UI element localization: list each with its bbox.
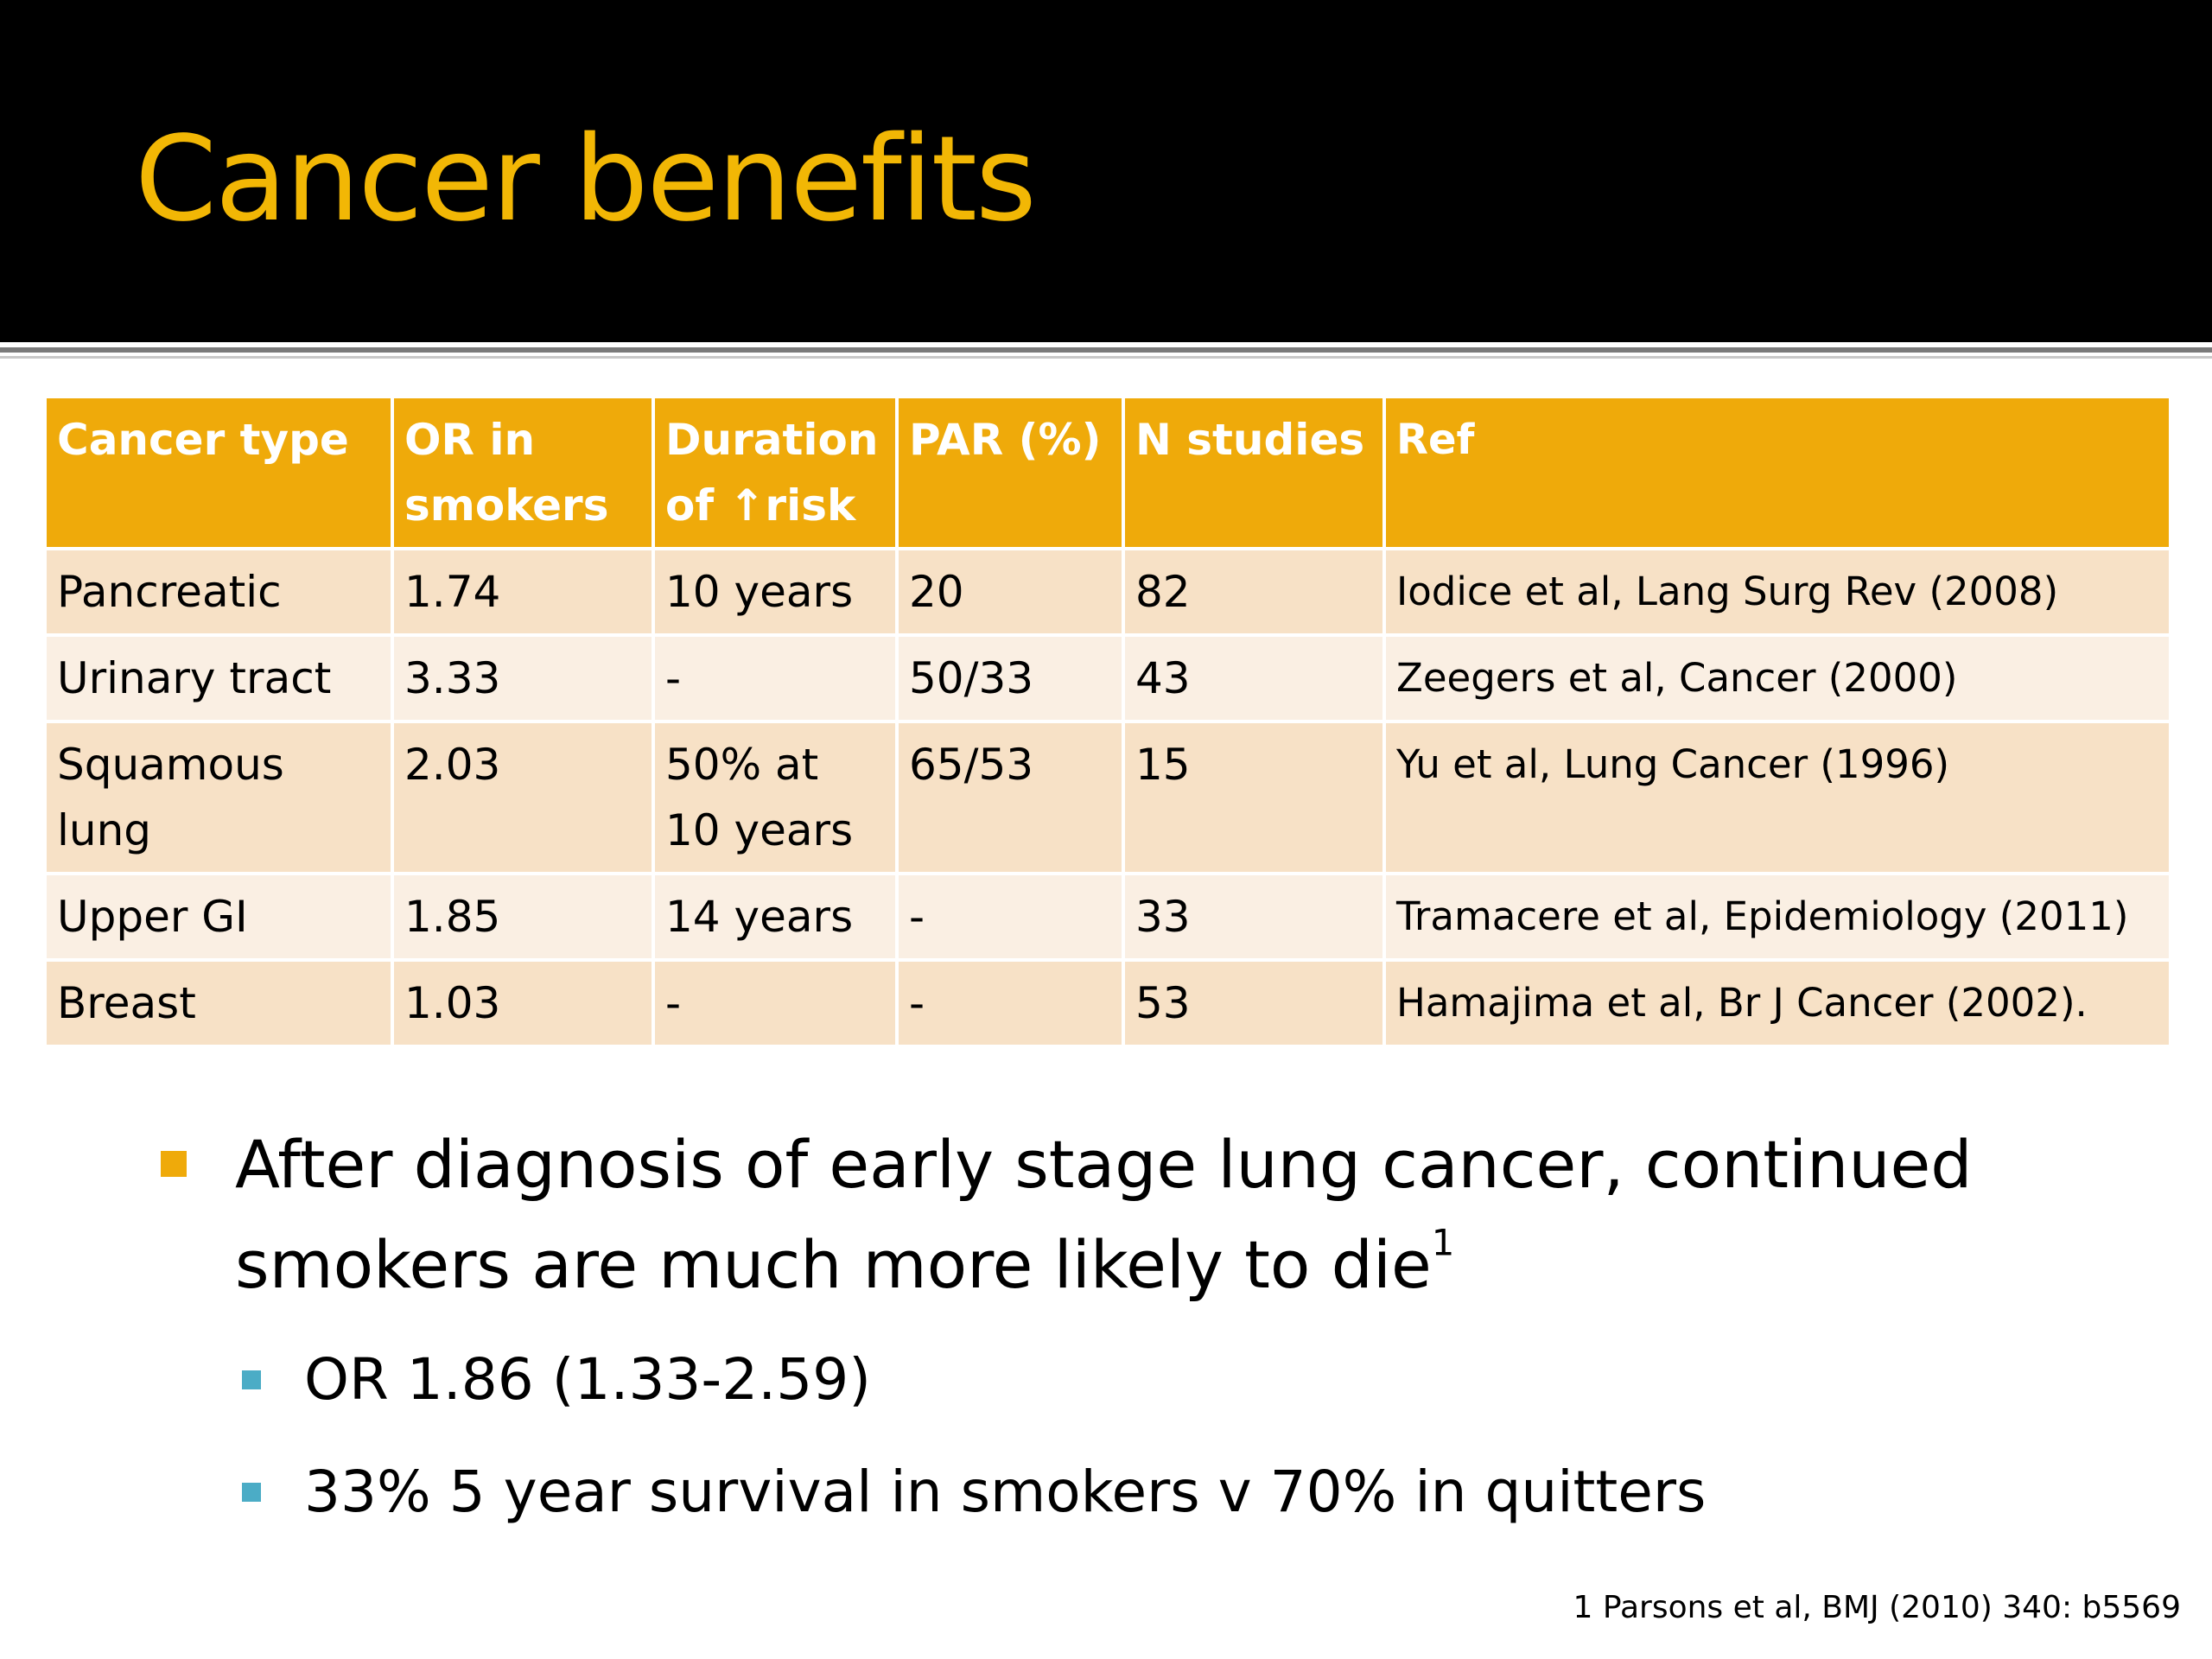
footnote: 1 Parsons et al, BMJ (2010) 340: b5569 xyxy=(1573,1590,2181,1625)
divider-line xyxy=(0,347,2212,353)
bullet-sub-text: 33% 5 year survival in smokers v 70% in … xyxy=(304,1459,1707,1525)
square-bullet-icon xyxy=(242,1483,261,1502)
cell-par: 65/53 xyxy=(895,720,1125,875)
cell-n-studies: 33 xyxy=(1122,872,1386,962)
cell-par: - xyxy=(895,872,1125,962)
cell-ref: Zeegers et al, Cancer (2000) xyxy=(1382,633,2172,723)
divider-line-thin xyxy=(0,356,2212,359)
cell-duration: - xyxy=(652,958,899,1048)
bullet-sub: 33% 5 year survival in smokers v 70% in … xyxy=(156,1445,2143,1540)
bullet-sub: OR 1.86 (1.33-2.59) xyxy=(156,1332,2143,1427)
cell-ref: Yu et al, Lung Cancer (1996) xyxy=(1382,720,2172,875)
square-bullet-icon xyxy=(161,1151,187,1177)
cell-n-studies: 43 xyxy=(1122,633,1386,723)
cell-or: 1.03 xyxy=(391,958,655,1048)
footnote-marker: 1 xyxy=(1431,1221,1455,1264)
cell-par: 50/33 xyxy=(895,633,1125,723)
cell-par: 20 xyxy=(895,547,1125,637)
cell-cancer-type: Breast xyxy=(43,958,394,1048)
cell-ref: Iodice et al, Lang Surg Rev (2008) xyxy=(1382,547,2172,637)
header-par: PAR (%) xyxy=(895,395,1125,550)
title-bar: Cancer benefits xyxy=(0,0,2212,342)
header-duration: Duration of ↑risk xyxy=(652,395,899,550)
cell-cancer-type: Squamous lung xyxy=(43,720,394,875)
bullet-main-text: After diagnosis of early stage lung canc… xyxy=(235,1126,1973,1303)
cell-n-studies: 15 xyxy=(1122,720,1386,875)
cell-cancer-type: Urinary tract xyxy=(43,633,394,723)
table-row: Breast 1.03 - - 53 Hamajima et al, Br J … xyxy=(43,958,2172,1048)
cell-duration: 14 years xyxy=(652,872,899,962)
cell-cancer-type: Pancreatic xyxy=(43,547,394,637)
header-cancer-type: Cancer type xyxy=(43,395,394,550)
cell-ref: Hamajima et al, Br J Cancer (2002). xyxy=(1382,958,2172,1048)
cell-or: 1.74 xyxy=(391,547,655,637)
square-bullet-icon xyxy=(242,1370,261,1389)
cell-par: - xyxy=(895,958,1125,1048)
bullet-sub-text: OR 1.86 (1.33-2.59) xyxy=(304,1346,871,1413)
cell-n-studies: 82 xyxy=(1122,547,1386,637)
cancer-benefits-table: Cancer type OR in smokers Duration of ↑r… xyxy=(43,395,2172,1048)
cell-or: 3.33 xyxy=(391,633,655,723)
cell-or: 2.03 xyxy=(391,720,655,875)
table-header-row: Cancer type OR in smokers Duration of ↑r… xyxy=(43,395,2172,550)
slide-title: Cancer benefits xyxy=(135,111,1037,248)
bullet-list: After diagnosis of early stage lung canc… xyxy=(156,1115,2143,1540)
header-n-studies: N studies xyxy=(1122,395,1386,550)
cell-ref: Tramacere et al, Epidemiology (2011) xyxy=(1382,872,2172,962)
table-row: Urinary tract 3.33 - 50/33 43 Zeegers et… xyxy=(43,633,2172,723)
cell-duration: 10 years xyxy=(652,547,899,637)
table-row: Pancreatic 1.74 10 years 20 82 Iodice et… xyxy=(43,547,2172,637)
table-row: Squamous lung 2.03 50% at 10 years 65/53… xyxy=(43,720,2172,875)
bullet-main: After diagnosis of early stage lung canc… xyxy=(156,1115,2143,1315)
header-ref: Ref xyxy=(1382,395,2172,550)
cell-or: 1.85 xyxy=(391,872,655,962)
table-row: Upper GI 1.85 14 years - 33 Tramacere et… xyxy=(43,872,2172,962)
cell-duration: - xyxy=(652,633,899,723)
header-or-in-smokers: OR in smokers xyxy=(391,395,655,550)
cell-cancer-type: Upper GI xyxy=(43,872,394,962)
cell-duration: 50% at 10 years xyxy=(652,720,899,875)
cell-n-studies: 53 xyxy=(1122,958,1386,1048)
